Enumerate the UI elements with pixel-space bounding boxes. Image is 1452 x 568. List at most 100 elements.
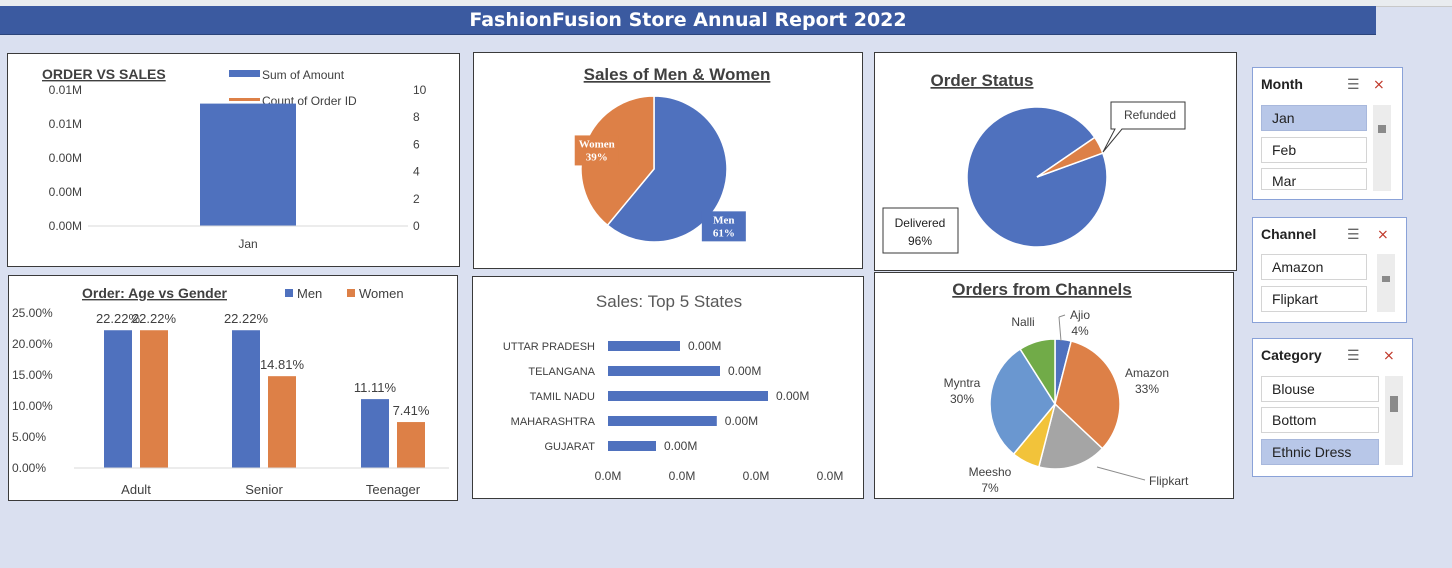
channel-slice-5 xyxy=(1019,338,1056,407)
channel-slice-4 xyxy=(989,348,1056,456)
clear-filter-icon[interactable]: ⨯ xyxy=(1377,226,1389,242)
top-states-panel[interactable]: Sales: Top 5 States UTTAR PRADESH 0.00M TEL… xyxy=(472,276,864,499)
data-label-value: 96% xyxy=(908,234,932,248)
slicer-scrollbar[interactable] xyxy=(1377,254,1395,312)
y-tick-label: TELANGANA xyxy=(528,366,595,378)
chart-title: Sales of Men & Women xyxy=(584,65,771,84)
scrollbar-thumb[interactable] xyxy=(1378,125,1386,133)
channel-slice-1 xyxy=(1054,340,1121,450)
slicer-item-ethnic-dress[interactable]: Ethnic Dress xyxy=(1261,439,1379,465)
y-left-tick-label: 0.00M xyxy=(49,151,82,165)
slicer-item-bottom[interactable]: Bottom xyxy=(1261,407,1379,433)
y-right-tick-label: 6 xyxy=(413,137,420,151)
data-label: 22.22% xyxy=(96,311,141,326)
order-status-panel[interactable]: Order Status Refunded Delivered 96% xyxy=(874,52,1237,271)
legend-swatch-amount xyxy=(229,70,260,77)
multi-select-icon[interactable]: ☰ xyxy=(1347,76,1360,92)
y-left-tick-label: 0.00M xyxy=(49,185,82,199)
top-states-chart: Sales: Top 5 States UTTAR PRADESH 0.00M TEL… xyxy=(503,292,844,483)
order-vs-sales-panel[interactable]: ORDER VS SALES Sum of Amount Count of Orde… xyxy=(7,53,460,267)
data-label-name: Women xyxy=(579,138,615,150)
bar-men xyxy=(361,399,389,468)
category-slicer[interactable]: Category ☰ ⨯ Blouse Bottom Ethnic Dress xyxy=(1252,338,1413,477)
x-tick-label: 0.0M xyxy=(817,469,844,483)
x-tick-label: Jan xyxy=(238,237,257,251)
data-label-value: 61% xyxy=(713,227,735,239)
report-title-banner: FashionFusion Store Annual Report 2022 xyxy=(0,6,1376,35)
leader-line xyxy=(1096,466,1146,481)
slicer-item-mar[interactable]: Mar xyxy=(1261,168,1367,190)
x-tick-label: Teenager xyxy=(366,482,421,497)
scrollbar-thumb[interactable] xyxy=(1390,396,1398,412)
bar-women xyxy=(268,376,296,468)
y-right-tick-label: 2 xyxy=(413,192,420,206)
slicer-scrollbar[interactable] xyxy=(1373,105,1391,191)
legend-label-women: Women xyxy=(359,286,404,301)
chart-title: Order: Age vs Gender xyxy=(82,285,228,301)
slicer-item-jan[interactable]: Jan xyxy=(1261,105,1367,131)
y-left-tick-label: 0.01M xyxy=(49,117,82,131)
legend-label-amount: Sum of Amount xyxy=(262,68,345,82)
data-label: 22.22% xyxy=(132,311,177,326)
y-tick-label: GUJARAT xyxy=(544,441,595,453)
slicer-title: Month xyxy=(1261,76,1303,92)
scrollbar-thumb[interactable] xyxy=(1382,276,1390,282)
status-slice-1 xyxy=(1036,136,1104,178)
callout-delivered xyxy=(882,207,959,254)
y-left-tick-label: 0.01M xyxy=(49,83,82,97)
data-label: 0.00M xyxy=(664,439,697,453)
chart-title: Orders from Channels xyxy=(952,280,1132,299)
channels-panel[interactable]: Orders from Channels Ajio 4% Amazon 33% Flipk… xyxy=(874,272,1234,499)
channel-slice-2 xyxy=(1037,402,1104,470)
callout-refunded xyxy=(1102,101,1186,153)
data-label: 11.11% xyxy=(354,380,397,395)
channel-slicer[interactable]: Channel ☰ ⨯ Amazon Flipkart xyxy=(1252,217,1407,323)
clear-filter-icon[interactable]: ⨯ xyxy=(1383,347,1395,363)
data-label-name: Flipkart xyxy=(1149,474,1189,488)
legend-swatch-count xyxy=(229,98,260,101)
data-label-value: 39% xyxy=(586,151,608,163)
slicer-item-feb[interactable]: Feb xyxy=(1261,137,1367,163)
x-tick-label: 0.0M xyxy=(743,469,770,483)
age-gender-chart: Order: Age vs Gender Men Women 0.00% 5.00% 10… xyxy=(12,285,449,497)
sales-gender-panel[interactable]: Sales of Men & Women Men 61% Women 39% xyxy=(473,52,863,269)
x-tick-label: 0.0M xyxy=(669,469,696,483)
data-label: 0.00M xyxy=(776,389,809,403)
bar-state xyxy=(608,341,680,351)
slicer-item-flipkart[interactable]: Flipkart xyxy=(1261,286,1367,312)
y-right-tick-label: 10 xyxy=(413,83,427,97)
data-label: 0.00M xyxy=(728,364,761,378)
chart-title: Sales: Top 5 States xyxy=(596,292,742,311)
multi-select-icon[interactable]: ☰ xyxy=(1347,347,1360,363)
slicer-item-amazon[interactable]: Amazon xyxy=(1261,254,1367,280)
age-gender-panel[interactable]: Order: Age vs Gender Men Women 0.00% 5.00% 10… xyxy=(8,275,458,501)
data-label-name: Myntra xyxy=(944,376,981,390)
slicer-scrollbar[interactable] xyxy=(1385,376,1403,465)
bar-women xyxy=(397,422,425,468)
multi-select-icon[interactable]: ☰ xyxy=(1347,226,1360,242)
month-slicer[interactable]: Month ☰ ⨯ Jan Feb Mar xyxy=(1252,67,1403,200)
clear-filter-icon[interactable]: ⨯ xyxy=(1373,76,1385,92)
y-tick-label: 5.00% xyxy=(12,430,46,444)
x-tick-label: Senior xyxy=(245,482,283,497)
y-tick-label: 25.00% xyxy=(12,306,53,320)
y-tick-label: 15.00% xyxy=(12,368,53,382)
bar-state xyxy=(608,441,656,451)
legend-label-men: Men xyxy=(297,286,322,301)
data-label-name: Nalli xyxy=(1011,315,1034,329)
y-right-tick-label: 4 xyxy=(413,165,420,179)
y-tick-label: 0.00% xyxy=(12,461,46,475)
x-tick-label: Adult xyxy=(121,482,151,497)
y-tick-label: 10.00% xyxy=(12,399,53,413)
data-label: 7.41% xyxy=(393,403,430,418)
data-label-value: 30% xyxy=(950,392,974,406)
chart-title: Order Status xyxy=(931,71,1034,90)
data-label-box xyxy=(701,211,746,242)
slicer-item-blouse[interactable]: Blouse xyxy=(1261,376,1379,402)
bar-men xyxy=(232,330,260,468)
legend-swatch-men xyxy=(285,289,293,297)
bar-men xyxy=(104,330,132,468)
slicer-title: Channel xyxy=(1261,226,1317,242)
